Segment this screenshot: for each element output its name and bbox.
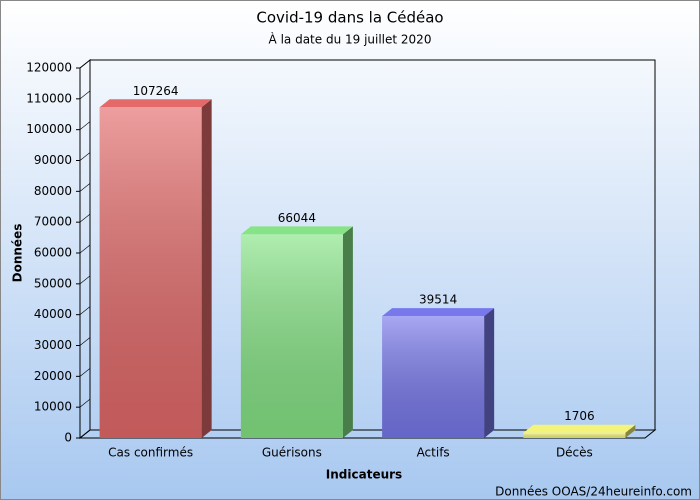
bar-top	[382, 308, 495, 317]
y-tick-label: 20000	[34, 369, 72, 383]
y-tick-label: 60000	[34, 246, 72, 260]
y-tick-label: 90000	[34, 153, 72, 167]
bar-side	[342, 226, 353, 438]
grid-line	[79, 152, 91, 161]
x-axis-label: Indicateurs	[326, 468, 402, 482]
grid-line	[79, 244, 91, 254]
value-label: 107264	[133, 84, 179, 98]
value-label: 66044	[278, 211, 316, 225]
x-tick-label: Décès	[556, 446, 593, 460]
grid-line	[79, 90, 91, 100]
x-tick-label: Cas confirmés	[108, 446, 193, 460]
y-tick-label: 40000	[34, 307, 72, 321]
bar	[523, 424, 636, 438]
bar-side-shade	[625, 424, 636, 438]
chart-subtitle: À la date du 19 juillet 2020	[269, 32, 432, 47]
grid-line	[79, 213, 91, 223]
bar-front-shade	[240, 234, 343, 438]
bar-side-shade	[342, 226, 353, 438]
bar-front-shade	[382, 316, 485, 438]
grid-line	[79, 337, 91, 346]
grid-line	[79, 121, 91, 130]
y-tick-label: 80000	[34, 184, 72, 198]
bar-front-shade	[99, 107, 202, 438]
bar-top	[99, 99, 212, 108]
grid-line	[79, 59, 91, 69]
x-tick-label: Actifs	[417, 446, 450, 460]
bar-side-shade	[201, 99, 212, 438]
y-tick-label: 120000	[26, 61, 72, 75]
grid-line	[79, 429, 91, 439]
y-tick-label: 110000	[26, 91, 72, 105]
y-tick-label: 50000	[34, 276, 72, 290]
grid-line	[79, 398, 91, 408]
bar	[99, 99, 212, 438]
bar-top	[523, 424, 636, 433]
bar-side	[484, 308, 495, 438]
bar-side	[201, 99, 212, 438]
bar	[240, 226, 353, 438]
bar-side-shade	[484, 308, 495, 438]
grid-line	[79, 368, 91, 377]
bar-top	[240, 226, 353, 235]
y-tick-label: 70000	[34, 215, 72, 229]
value-label: 39514	[419, 293, 457, 307]
bar	[382, 308, 495, 438]
x-tick-label: Guérisons	[262, 446, 322, 460]
bar-side	[625, 424, 636, 438]
grid-line	[79, 275, 91, 285]
bar-front-shade	[523, 432, 626, 438]
y-tick-label: 100000	[26, 122, 72, 136]
value-label: 1706	[564, 409, 595, 423]
y-axis-label: Données	[11, 224, 25, 283]
grid-line	[79, 306, 91, 315]
y-tick-label: 0	[64, 431, 72, 445]
grid-line	[79, 183, 91, 192]
y-tick-label: 10000	[34, 400, 72, 414]
y-tick-label: 30000	[34, 338, 72, 352]
chart-title: Covid-19 dans la Cédéao	[256, 9, 443, 27]
source: Données OOAS/24heureinfo.com	[495, 485, 692, 499]
